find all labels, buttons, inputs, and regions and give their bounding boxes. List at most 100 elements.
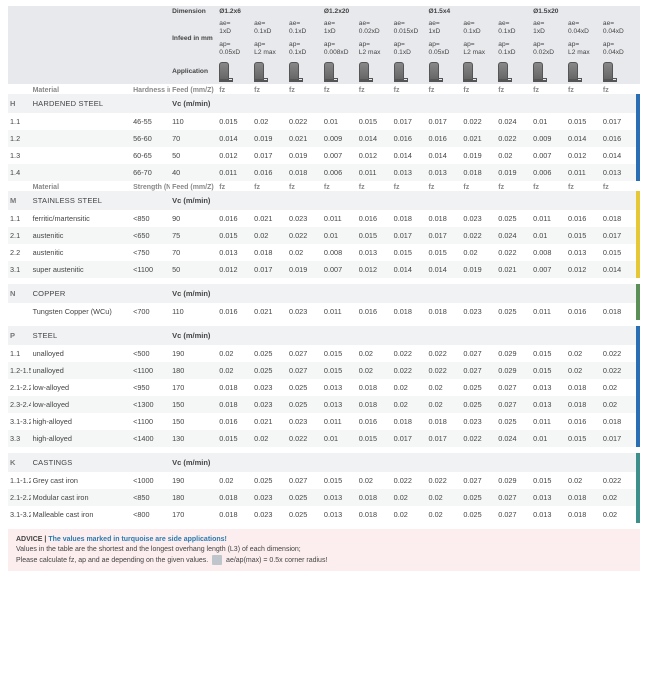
fz-value: 0.015 (217, 430, 252, 447)
row-hardness: <800 (131, 506, 170, 523)
row-hardness: <700 (131, 303, 170, 320)
fz-value: 0.016 (427, 130, 462, 147)
fz-value: 0.011 (322, 413, 357, 430)
fz-value: 0.02 (461, 244, 496, 261)
advice-title: ADVICE | (16, 536, 46, 543)
ap-2: ap=0.1xD (287, 39, 322, 59)
row-index: 2.3-2.4 (8, 396, 31, 413)
row-hardness: 46-55 (131, 113, 170, 130)
fz-value: 0.027 (496, 396, 531, 413)
fz-value: 0.013 (531, 379, 566, 396)
fz-value: 0.01 (531, 227, 566, 244)
fz-value: 0.018 (601, 303, 636, 320)
fz-value: 0.014 (217, 130, 252, 147)
fz-value: 0.013 (322, 396, 357, 413)
fz-value: 0.015 (566, 227, 601, 244)
app-icon-5 (392, 59, 427, 84)
fz-label: fz (357, 181, 392, 191)
row-vc: 110 (170, 303, 217, 320)
fz-value: 0.016 (566, 303, 601, 320)
app-icon-7 (461, 59, 496, 84)
section-stripe (636, 453, 640, 523)
fz-value: 0.011 (531, 413, 566, 430)
fz-value: 0.013 (392, 164, 427, 181)
dim-2: Ø1.5x4 (427, 6, 532, 18)
fz-value: 0.02 (566, 362, 601, 379)
section-name: HARDENED STEEL (31, 94, 171, 113)
fz-value: 0.018 (427, 303, 462, 320)
fz-value: 0.023 (252, 379, 287, 396)
ae-4: ae=0.02xD (357, 18, 392, 38)
fz-label: fz (461, 181, 496, 191)
fz-value: 0.023 (287, 210, 322, 227)
fz-value: 0.017 (427, 430, 462, 447)
fz-value: 0.025 (496, 413, 531, 430)
fz-value: 0.006 (531, 164, 566, 181)
row-index: 1.1-1.2 (8, 472, 31, 489)
fz-value: 0.025 (252, 472, 287, 489)
row-material: low-alloyed (31, 396, 132, 413)
fz-value: 0.022 (287, 113, 322, 130)
fz-label: fz (461, 84, 496, 94)
fz-value: 0.02 (357, 345, 392, 362)
fz-value: 0.012 (566, 261, 601, 278)
fz-value: 0.011 (531, 303, 566, 320)
fz-value: 0.018 (601, 413, 636, 430)
fz-value: 0.022 (427, 362, 462, 379)
ap-10: ap=L2 max (566, 39, 601, 59)
fz-value: 0.025 (287, 506, 322, 523)
fz-value: 0.015 (322, 472, 357, 489)
fz-value: 0.02 (566, 345, 601, 362)
fz-label: fz (566, 181, 601, 191)
fz-value: 0.024 (496, 227, 531, 244)
fz-value: 0.009 (531, 130, 566, 147)
fz-value: 0.025 (287, 379, 322, 396)
fz-value: 0.017 (392, 430, 427, 447)
dim-0: Ø1.2x6 (217, 6, 322, 18)
fz-value: 0.018 (217, 489, 252, 506)
corner-radius-icon (212, 555, 222, 565)
fz-value: 0.023 (252, 506, 287, 523)
row-material: high-alloyed (31, 413, 132, 430)
fz-value: 0.018 (287, 164, 322, 181)
row-material: Grey cast iron (31, 472, 132, 489)
fz-value: 0.018 (392, 303, 427, 320)
ae-6: ae=1xD (427, 18, 462, 38)
row-index (8, 303, 31, 320)
row-vc: 70 (170, 244, 217, 261)
fz-value: 0.018 (566, 506, 601, 523)
fz-value: 0.006 (322, 164, 357, 181)
fz-value: 0.015 (531, 345, 566, 362)
fz-value: 0.011 (531, 210, 566, 227)
fz-value: 0.022 (601, 345, 636, 362)
ae-7: ae=0.1xD (461, 18, 496, 38)
hardness-label: Hardness in HRC (131, 84, 170, 94)
ap-3: ap=0.008xD (322, 39, 357, 59)
fz-value: 0.007 (322, 147, 357, 164)
fz-value: 0.016 (217, 413, 252, 430)
fz-value: 0.02 (392, 396, 427, 413)
ap-4: ap=L2 max (357, 39, 392, 59)
fz-value: 0.025 (252, 362, 287, 379)
fz-value: 0.025 (496, 210, 531, 227)
row-material: ferritic/martensitic (31, 210, 132, 227)
fz-value: 0.025 (287, 489, 322, 506)
fz-value: 0.007 (322, 261, 357, 278)
fz-label: fz (531, 181, 566, 191)
fz-label: fz (287, 181, 322, 191)
fz-value: 0.016 (252, 164, 287, 181)
fz-value: 0.025 (252, 345, 287, 362)
row-hardness: <1400 (131, 430, 170, 447)
row-material (31, 164, 132, 181)
fz-value: 0.018 (566, 396, 601, 413)
row-hardness: 56-60 (131, 130, 170, 147)
fz-value: 0.021 (461, 130, 496, 147)
row-vc: 170 (170, 379, 217, 396)
fz-value: 0.01 (531, 113, 566, 130)
row-hardness: <850 (131, 489, 170, 506)
fz-value: 0.016 (357, 413, 392, 430)
fz-value: 0.021 (287, 130, 322, 147)
fz-value: 0.012 (217, 147, 252, 164)
row-index: 1.4 (8, 164, 31, 181)
row-material: Modular cast iron (31, 489, 132, 506)
